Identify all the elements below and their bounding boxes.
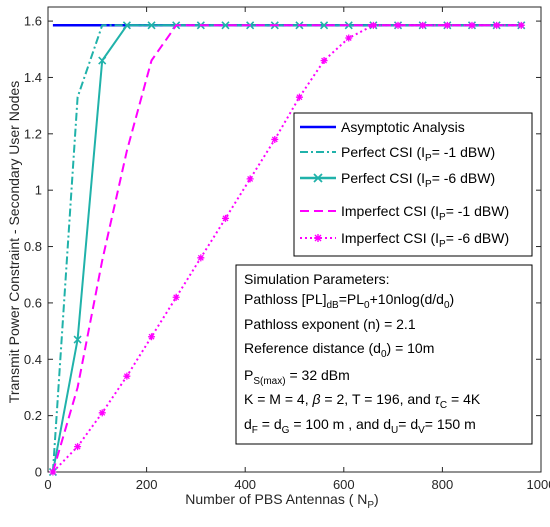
annotation-distances: dF = dG = 100 m , and dU= dV= 150 m (244, 416, 476, 436)
x-tick-label: 600 (333, 477, 355, 492)
data-point (221, 214, 229, 222)
x-tick-label: 0 (44, 477, 51, 492)
y-tick-label: 0.2 (24, 408, 42, 423)
data-point (320, 21, 329, 30)
annotation-refdist: Reference distance (d0) = 10m (244, 340, 434, 360)
legend-marker-perfect-6 (313, 173, 323, 183)
y-tick-label: 0.8 (24, 239, 42, 254)
data-point (49, 468, 57, 476)
data-point (123, 372, 131, 380)
data-point (147, 21, 156, 30)
axes-box (47, 6, 542, 473)
data-point (419, 21, 427, 29)
legend-label-imperfect-1: Imperfect CSI (IP= -1 dBW) (341, 203, 509, 223)
data-point (443, 21, 451, 29)
data-point (98, 56, 107, 65)
data-point (148, 333, 156, 341)
legend-label-imperfect-6: Imperfect CSI (IP= -6 dBW) (341, 230, 509, 250)
annotation-box (235, 264, 533, 445)
data-point (98, 409, 106, 417)
data-point (320, 57, 328, 65)
y-tick-label: 0 (35, 465, 42, 480)
data-point (122, 21, 131, 30)
data-point (295, 93, 303, 101)
annotation-params: K = M = 4, β = 2, T = 196, and τC = 4K (244, 391, 481, 411)
x-tick-label: 800 (432, 477, 454, 492)
y-tick-label: 1.4 (24, 70, 42, 85)
data-point (345, 34, 353, 42)
y-tick-label: 0.4 (24, 352, 42, 367)
y-axis-label: Transmit Power Constraint - Secondary Us… (6, 81, 22, 403)
data-point (197, 254, 205, 262)
series-line-3 (51, 24, 522, 473)
y-tick-label: 1.2 (24, 126, 42, 141)
data-point (493, 21, 501, 29)
data-point (172, 293, 180, 301)
data-point (517, 21, 525, 29)
x-axis-label: Number of PBS Antennas ( NP) (185, 491, 378, 511)
data-point (271, 135, 279, 143)
annotation-pmax: PS(max) = 32 dBm (244, 367, 350, 387)
y-tick-label: 1 (35, 183, 42, 198)
data-point (74, 443, 82, 451)
annotation-title: Simulation Parameters: (244, 271, 390, 287)
data-point (468, 21, 476, 29)
data-point (394, 21, 402, 29)
legend-label-perfect-6: Perfect CSI (IP= -6 dBW) (341, 170, 495, 190)
simulation-parameters-box: Simulation Parameters: Pathloss [PL]dB=P… (235, 264, 533, 445)
data-point (369, 21, 377, 29)
x-tick-label: 400 (234, 477, 256, 492)
annotation-exponent: Pathloss exponent (n) = 2.1 (244, 316, 416, 332)
legend-label-perfect-1: Perfect CSI (IP= -1 dBW) (341, 144, 495, 164)
legend-label-asymptotic: Asymptotic Analysis (341, 119, 465, 135)
x-tick-label: 200 (136, 477, 158, 492)
annotation-pathloss: Pathloss [PL]dB=PL0+10nlog(d/d0) (244, 291, 454, 311)
data-point (246, 175, 254, 183)
data-point (73, 335, 82, 344)
y-tick-label: 1.6 (24, 14, 42, 29)
y-tick-label: 0.6 (24, 295, 42, 310)
legend: Asymptotic Analysis Perfect CSI (IP= -1 … (293, 112, 533, 257)
legend-marker-imperfect-6 (314, 234, 322, 242)
legend-box (293, 112, 533, 257)
data-point (221, 21, 230, 30)
